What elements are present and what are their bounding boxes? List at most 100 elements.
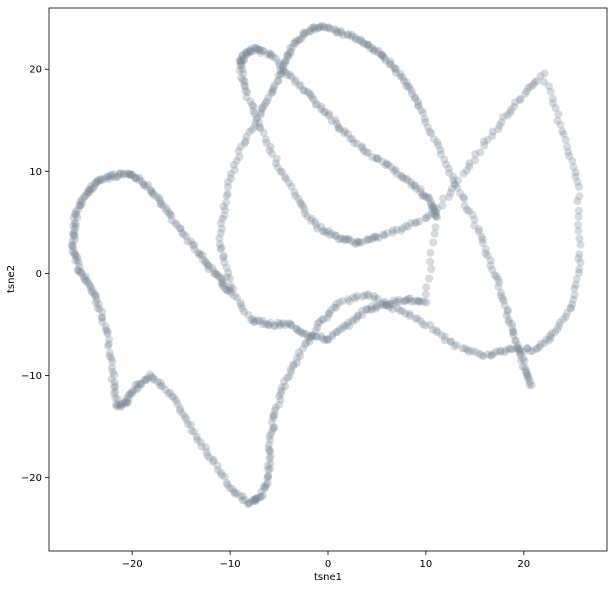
data-point [370, 291, 379, 300]
data-point [287, 321, 296, 330]
data-point [127, 170, 136, 179]
data-point [401, 309, 410, 318]
data-point [503, 305, 512, 314]
data-point [156, 378, 165, 387]
data-point [323, 335, 332, 344]
data-point [571, 168, 580, 177]
data-point [329, 303, 338, 312]
data-point [537, 339, 545, 348]
data-point [181, 413, 190, 421]
data-point [226, 284, 235, 293]
data-point [291, 191, 300, 200]
data-point [295, 82, 304, 91]
data-point [279, 319, 288, 328]
data-point [308, 331, 317, 340]
data-point [71, 220, 80, 228]
data-point [396, 69, 405, 78]
data-point [225, 286, 234, 295]
data-point [353, 311, 362, 320]
data-point [291, 76, 300, 84]
data-point [297, 200, 306, 209]
data-point [459, 169, 468, 178]
data-point [340, 129, 349, 138]
data-point [574, 226, 583, 235]
data-point [392, 68, 400, 77]
data-point [283, 51, 292, 60]
data-point [235, 66, 244, 75]
data-point [217, 279, 226, 287]
data-point [238, 51, 247, 60]
data-point [299, 329, 308, 338]
data-point [548, 94, 557, 103]
data-point [523, 370, 531, 379]
data-point [334, 124, 343, 133]
data-point [548, 329, 556, 338]
data-point [131, 174, 140, 183]
data-point [240, 307, 249, 316]
data-point [516, 345, 525, 354]
data-point [276, 65, 285, 74]
data-point [182, 415, 191, 424]
data-point [215, 234, 224, 243]
data-point [555, 321, 564, 330]
data-point [265, 440, 273, 449]
data-point [392, 297, 400, 306]
data-point [379, 301, 387, 309]
data-point [389, 63, 398, 72]
data-point [286, 49, 295, 58]
data-point [317, 102, 326, 111]
data-point [292, 354, 301, 363]
data-point [119, 169, 128, 178]
data-point [68, 237, 77, 246]
data-point [92, 295, 101, 304]
data-point [446, 337, 455, 346]
data-point [432, 213, 441, 222]
data-point [496, 291, 505, 300]
data-point [69, 243, 78, 252]
data-point [253, 44, 261, 53]
data-point [114, 171, 123, 180]
data-point [218, 275, 227, 284]
data-point [113, 394, 122, 403]
data-point [490, 349, 499, 358]
y-tick-label: −10 [21, 371, 42, 382]
data-point [430, 229, 439, 238]
data-point [90, 183, 98, 191]
data-point [516, 356, 525, 365]
data-point [555, 318, 564, 327]
data-point [94, 176, 103, 185]
data-point [470, 221, 479, 230]
data-point [325, 231, 334, 239]
data-point [352, 240, 361, 248]
data-point [166, 388, 175, 397]
data-point [128, 389, 137, 398]
data-point [249, 315, 257, 324]
data-point [213, 270, 222, 279]
data-point [396, 171, 405, 180]
data-point [117, 399, 126, 408]
data-point [495, 121, 504, 130]
data-point [450, 342, 459, 351]
data-point [239, 54, 248, 63]
data-point [381, 56, 390, 65]
data-point [494, 282, 503, 291]
data-point [266, 50, 275, 59]
data-point [78, 195, 86, 204]
data-point [255, 123, 264, 132]
data-point [513, 341, 522, 350]
data-point [407, 181, 416, 190]
data-point [301, 209, 309, 218]
data-point [460, 201, 469, 210]
data-point [238, 304, 247, 313]
data-point [364, 40, 373, 49]
data-point [561, 135, 570, 144]
data-point [429, 135, 438, 144]
data-point [475, 225, 484, 234]
data-point [262, 480, 271, 489]
data-point [562, 308, 571, 317]
data-point [402, 296, 410, 305]
data-point [411, 93, 419, 102]
data-point [224, 268, 233, 277]
data-point [516, 350, 525, 359]
data-point [78, 270, 87, 279]
